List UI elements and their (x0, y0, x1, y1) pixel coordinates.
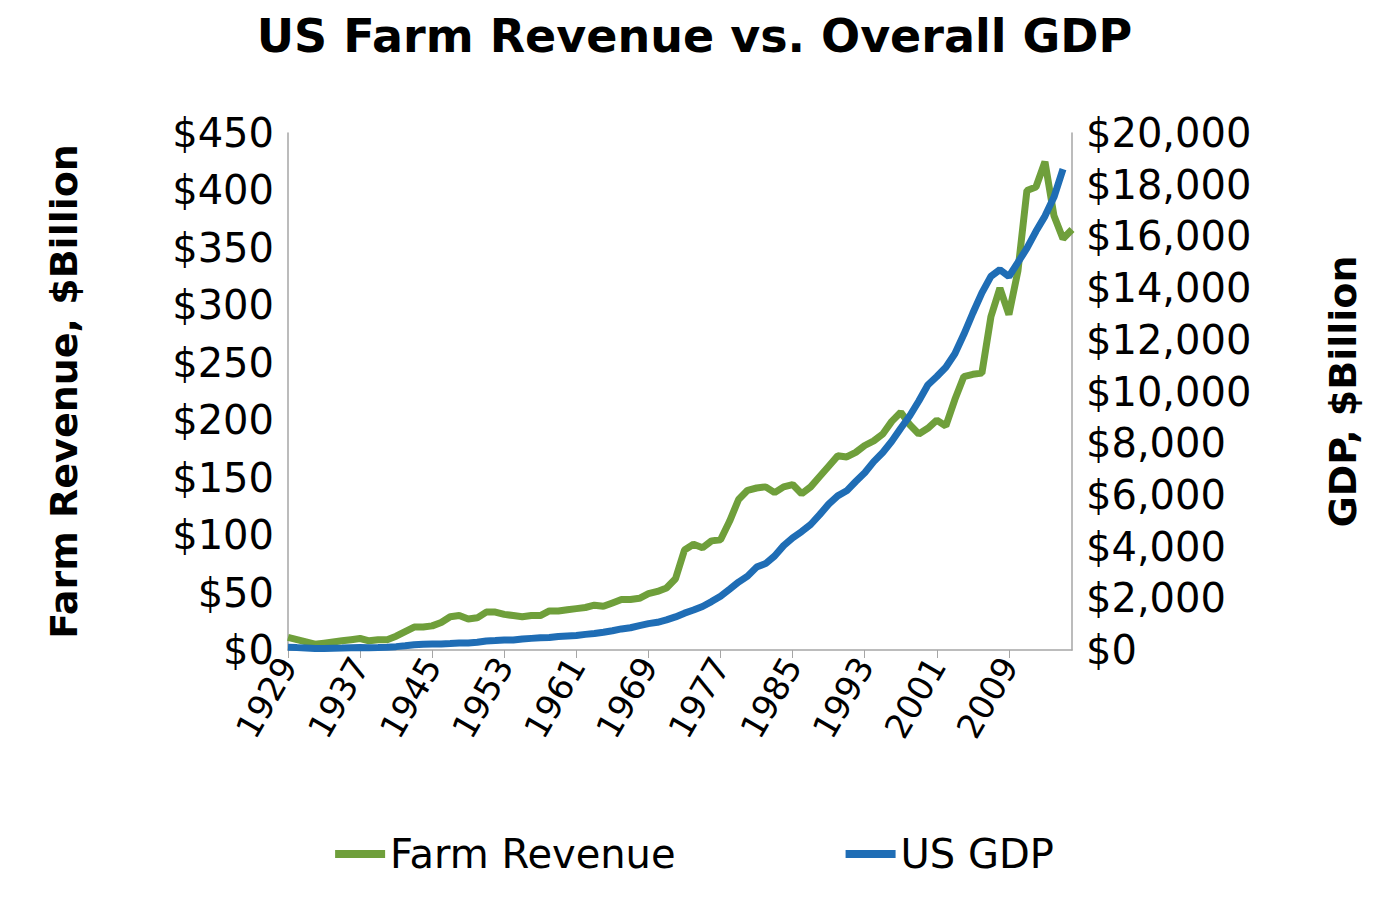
svg-text:$50: $50 (198, 570, 274, 616)
svg-text:Farm Revenue, $Billion: Farm Revenue, $Billion (42, 144, 86, 639)
svg-text:2009: 2009 (948, 650, 1026, 745)
svg-text:1937: 1937 (300, 650, 378, 745)
svg-text:$4,000: $4,000 (1086, 524, 1226, 570)
svg-text:$150: $150 (172, 455, 274, 501)
svg-text:1985: 1985 (732, 650, 810, 745)
svg-text:1945: 1945 (372, 650, 450, 745)
svg-text:$350: $350 (172, 225, 274, 271)
svg-text:US Farm Revenue vs. Overall GD: US Farm Revenue vs. Overall GDP (257, 9, 1132, 63)
svg-text:$450: $450 (172, 110, 274, 156)
svg-text:$20,000: $20,000 (1086, 110, 1251, 156)
svg-text:$400: $400 (172, 167, 274, 213)
svg-text:GDP, $Billion: GDP, $Billion (1321, 256, 1365, 528)
svg-text:$200: $200 (172, 397, 274, 443)
svg-text:$6,000: $6,000 (1086, 472, 1226, 518)
svg-text:1993: 1993 (804, 650, 882, 745)
svg-text:1969: 1969 (588, 650, 666, 745)
svg-text:$8,000: $8,000 (1086, 420, 1226, 466)
svg-text:$250: $250 (172, 340, 274, 386)
svg-text:$18,000: $18,000 (1086, 162, 1251, 208)
svg-text:$16,000: $16,000 (1086, 213, 1251, 259)
svg-text:US GDP: US GDP (901, 831, 1054, 877)
svg-text:$100: $100 (172, 512, 274, 558)
svg-text:1961: 1961 (516, 650, 594, 745)
svg-text:$0: $0 (1086, 627, 1137, 673)
svg-text:$0: $0 (223, 627, 274, 673)
svg-text:$300: $300 (172, 282, 274, 328)
svg-text:1977: 1977 (660, 650, 738, 745)
svg-text:$12,000: $12,000 (1086, 317, 1251, 363)
svg-text:$2,000: $2,000 (1086, 575, 1226, 621)
svg-text:1953: 1953 (444, 650, 522, 745)
svg-text:1929: 1929 (227, 650, 305, 745)
svg-text:$14,000: $14,000 (1086, 265, 1251, 311)
svg-text:Farm Revenue: Farm Revenue (390, 831, 675, 877)
svg-text:$10,000: $10,000 (1086, 369, 1251, 415)
svg-text:2001: 2001 (876, 650, 954, 745)
